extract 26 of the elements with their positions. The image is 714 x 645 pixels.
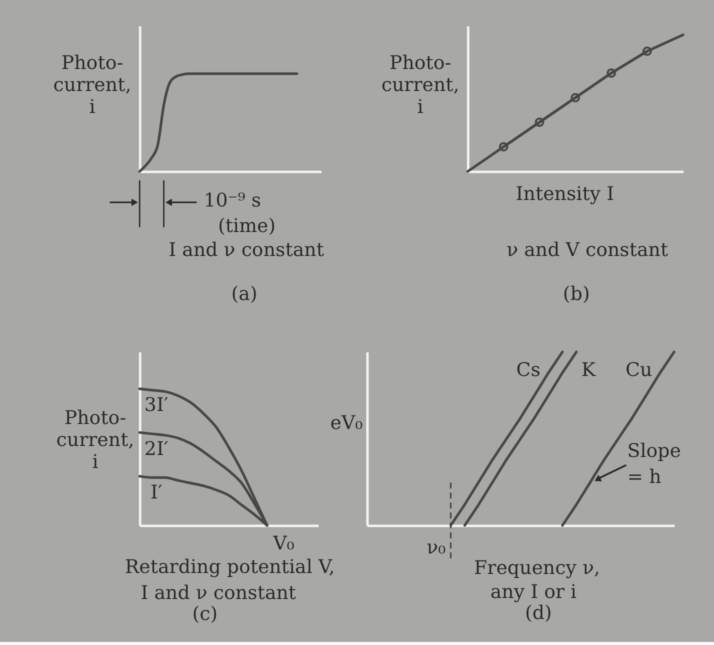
x-axis-title: Frequency ν, bbox=[474, 556, 600, 579]
text: ν and V constant bbox=[506, 239, 668, 262]
text: I and ν constant bbox=[140, 582, 296, 604]
x-axis-title: Intensity I bbox=[516, 182, 614, 205]
y-axis-title: Photo- current, i bbox=[53, 52, 132, 118]
series-label: Cs bbox=[516, 358, 540, 381]
text: V₀ bbox=[272, 532, 295, 554]
text: any I or i bbox=[490, 581, 577, 604]
x-axis-title: (time) bbox=[218, 214, 276, 237]
series-label: K bbox=[581, 358, 596, 381]
series-label: I′ bbox=[150, 482, 162, 504]
x-axis-title: Retarding potential V, bbox=[124, 556, 335, 578]
text: (c) bbox=[192, 603, 218, 626]
text: (a) bbox=[231, 283, 258, 306]
y-axis-title: Photo- current, i bbox=[56, 407, 134, 474]
text: I and ν constant bbox=[168, 239, 324, 262]
text: ν₀ bbox=[426, 536, 446, 558]
y-axis-title: Photo- current, i bbox=[381, 52, 460, 118]
text: 10⁻⁹ s bbox=[204, 189, 262, 212]
text: (b) bbox=[562, 283, 590, 306]
series-label: Cu bbox=[625, 358, 652, 381]
text: (d) bbox=[525, 602, 552, 624]
series-label: 2I′ bbox=[144, 438, 168, 460]
series-label: 3I′ bbox=[144, 394, 168, 416]
y-axis-title: eV₀ bbox=[330, 412, 364, 434]
annotation: Slope = h bbox=[627, 440, 682, 488]
